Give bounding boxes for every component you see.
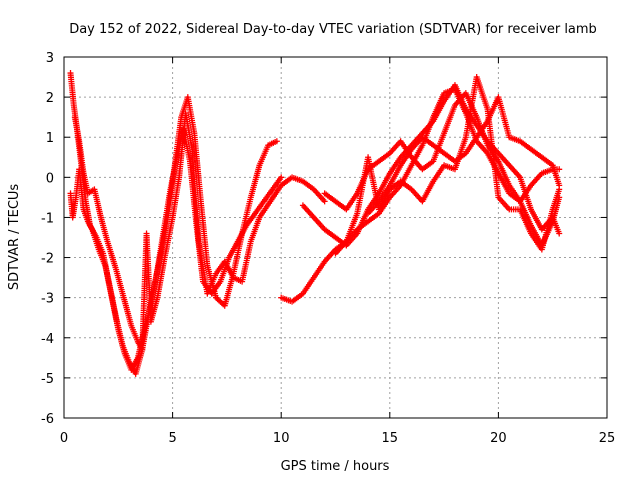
series-track-7 bbox=[332, 74, 563, 257]
x-tick-label: 25 bbox=[599, 431, 616, 446]
series-track-3 bbox=[71, 110, 328, 353]
data-point-marker bbox=[278, 174, 285, 181]
data-point-marker bbox=[273, 138, 280, 145]
y-tick-label: -1 bbox=[41, 211, 54, 226]
plot-frame bbox=[63, 56, 608, 419]
y-tick-label: -4 bbox=[41, 332, 54, 347]
x-tick-label: 15 bbox=[382, 431, 399, 446]
data-point-marker bbox=[556, 182, 563, 189]
y-axis-label: SDTVAR / TECUs bbox=[7, 184, 22, 291]
y-tick-label: 3 bbox=[46, 51, 54, 66]
y-tick-label: -5 bbox=[41, 372, 54, 387]
x-axis-label: GPS time / hours bbox=[281, 459, 390, 474]
y-tick-label: -6 bbox=[41, 412, 54, 427]
chart-title: Day 152 of 2022, Sidereal Day-to-day VTE… bbox=[69, 22, 597, 37]
y-tick-label: -3 bbox=[41, 292, 54, 307]
y-tick-label: -2 bbox=[41, 252, 54, 267]
y-tick-label: 1 bbox=[46, 131, 54, 146]
y-tick-label: 2 bbox=[46, 91, 54, 106]
data-point-marker bbox=[556, 166, 563, 173]
data-point-marker bbox=[321, 198, 328, 205]
series-track-8 bbox=[365, 94, 563, 217]
x-tick-label: 5 bbox=[168, 431, 176, 446]
data-layer bbox=[67, 70, 563, 377]
x-tick-label: 0 bbox=[60, 431, 68, 446]
axis-layer: 0 5 10 15 20 25 -6 -5 -4 -3 -2 -1 0 1 2 3 bbox=[41, 51, 615, 446]
y-tick-label: 0 bbox=[46, 171, 54, 186]
x-tick-label: 10 bbox=[273, 431, 290, 446]
data-point-marker bbox=[556, 230, 563, 237]
x-tick-label: 20 bbox=[490, 431, 507, 446]
